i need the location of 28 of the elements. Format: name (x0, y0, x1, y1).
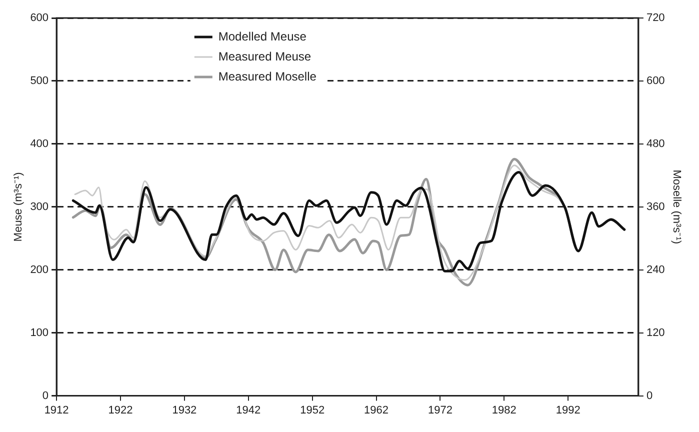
y2-tick-label: 480 (646, 138, 665, 150)
y2-tick-label: 120 (646, 326, 665, 339)
y-tick-label: 300 (30, 200, 49, 213)
y2-axis-title: Moselle (m³s⁻¹) (670, 170, 682, 244)
y2-tick-label: 240 (646, 264, 665, 276)
x-tick-label: 1962 (364, 404, 389, 416)
y-tick-label: 200 (30, 264, 49, 276)
x-tick-label: 1992 (556, 404, 580, 416)
legend-label: Measured Moselle (218, 69, 317, 84)
y-tick-label: 400 (30, 138, 49, 150)
x-tick-label: 1982 (492, 404, 516, 416)
x-tick-label: 1932 (172, 404, 197, 416)
x-tick-label: 1942 (236, 404, 261, 416)
x-tick-label: 1972 (428, 404, 452, 416)
y-tick-label: 100 (30, 326, 49, 339)
x-tick-label: 1952 (300, 404, 325, 416)
y2-tick-label: 600 (646, 75, 665, 87)
y-axis-title: Meuse (m³s⁻¹) (12, 172, 25, 242)
legend-label: Measured Meuse (218, 49, 312, 64)
y2-tick-label: 360 (646, 200, 665, 213)
legend-label: Modelled Meuse (218, 29, 307, 44)
x-tick-label: 1922 (108, 404, 133, 416)
y-tick-label: 500 (30, 75, 49, 87)
x-tick-label: 1912 (44, 404, 69, 416)
y-tick-label: 0 (42, 390, 49, 402)
y-tick-label: 600 (30, 12, 49, 24)
y2-tick-label: 720 (646, 12, 665, 24)
y2-tick-label: 0 (646, 390, 653, 402)
